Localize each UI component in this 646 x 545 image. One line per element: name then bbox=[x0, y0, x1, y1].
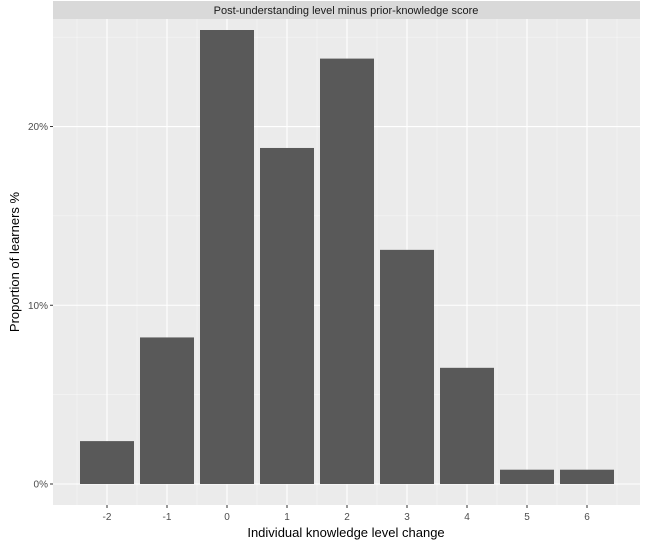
bar-5 bbox=[500, 469, 554, 484]
x-tick-label: 5 bbox=[524, 512, 530, 523]
y-axis-title: Proportion of learners % bbox=[7, 191, 22, 332]
x-tick-label: 4 bbox=[464, 512, 470, 523]
facet-strip bbox=[53, 1, 640, 19]
x-axis: -2 -1 0 1 2 3 4 5 6 bbox=[103, 505, 590, 523]
bar-2 bbox=[320, 58, 374, 485]
y-tick-label: 0% bbox=[34, 480, 49, 491]
bar-0 bbox=[200, 30, 254, 484]
x-tick-label: -1 bbox=[163, 512, 172, 523]
bar-6 bbox=[560, 469, 614, 484]
x-tick-label: 1 bbox=[284, 512, 290, 523]
x-tick-label: 6 bbox=[584, 512, 590, 523]
x-axis-title: Individual knowledge level change bbox=[247, 525, 444, 540]
bars bbox=[80, 30, 614, 485]
bar-4 bbox=[440, 367, 494, 484]
bar--1 bbox=[140, 337, 194, 484]
x-tick-label: 3 bbox=[404, 512, 410, 523]
chart-title: Post-understanding level minus prior-kno… bbox=[214, 5, 479, 17]
bar-3 bbox=[380, 249, 434, 484]
x-tick-label: -2 bbox=[103, 512, 112, 523]
bar-1 bbox=[260, 147, 314, 484]
bar--2 bbox=[80, 441, 134, 484]
y-tick-label: 20% bbox=[28, 122, 48, 133]
y-axis: 0% 10% 20% bbox=[28, 122, 53, 491]
y-tick-label: 10% bbox=[28, 301, 48, 312]
x-tick-label: 2 bbox=[344, 512, 350, 523]
x-tick-label: 0 bbox=[224, 512, 230, 523]
